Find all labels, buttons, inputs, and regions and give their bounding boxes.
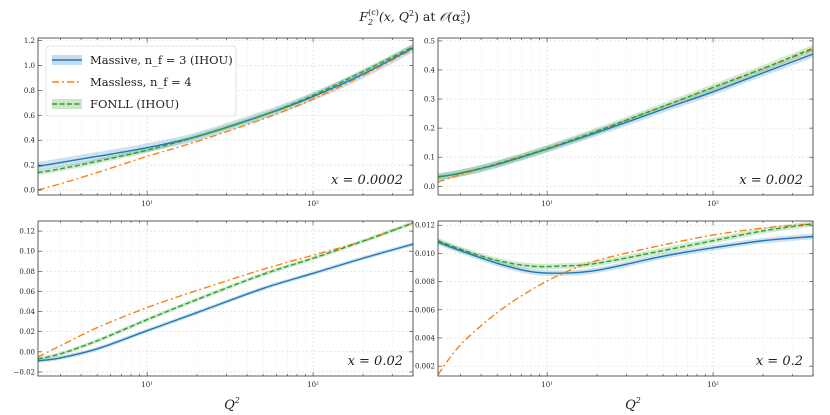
panel-top-right: 0.0 0.1 0.2 0.3 0.4 0.5 10¹ 10² x = 0.002 <box>424 37 814 208</box>
legend-item-massless: Massless, n_f = 4 <box>52 75 192 89</box>
plot-area <box>38 221 413 363</box>
y-tick-label: 0.004 <box>415 334 436 342</box>
plot-area <box>438 44 813 183</box>
x-axis-label-right: Q2 <box>625 396 641 413</box>
axes-frame <box>37 220 414 377</box>
y-tick-label: 0.02 <box>19 328 35 336</box>
x-tick-label: 10¹ <box>141 200 153 208</box>
y-tick-label: 0.12 <box>19 228 35 236</box>
panel-annotation: x = 0.0002 <box>331 173 403 188</box>
legend-frame <box>45 45 237 117</box>
uncertainty-band-massive <box>438 233 813 277</box>
legend-item-fonll: FONLL (IHOU) <box>52 97 179 111</box>
y-tick-label: 0.00 <box>19 348 35 356</box>
y-tick-label: 0.4 <box>24 137 36 145</box>
uncertainty-band-massive <box>438 50 813 181</box>
y-tick-label: 0.010 <box>415 250 435 258</box>
axes-frame <box>37 37 414 196</box>
panel-bottom-right: 0.002 0.004 0.006 0.008 0.010 0.012 10¹ 10² x = … <box>415 220 814 389</box>
y-tick-label: −0.02 <box>14 368 35 376</box>
series-line-massive <box>438 235 813 274</box>
uncertainty-band-fonll <box>438 221 813 270</box>
legend-label: FONLL (IHOU) <box>90 97 179 111</box>
x-tick-label: 10¹ <box>141 381 153 389</box>
series-line-massive <box>38 243 413 362</box>
panel-annotation: x = 0.2 <box>756 354 803 369</box>
panel-annotation: x = 0.002 <box>739 173 803 188</box>
y-tick-label: 0.008 <box>415 278 435 286</box>
legend: Massive, n_f = 3 (IHOU) Massless, n_f = 4… <box>45 45 237 117</box>
y-tick-label: 0.3 <box>424 96 435 104</box>
uncertainty-band-fonll <box>38 221 413 361</box>
series-line-massless <box>38 48 413 191</box>
y-tick-label: 0.2 <box>424 125 435 133</box>
uncertainty-band-fonll <box>438 44 813 181</box>
plot-area <box>438 221 813 376</box>
y-tick-label: 0.0 <box>24 187 35 195</box>
figure-title: F2(c)(x, Q2) at 𝒪(αs3) <box>358 8 470 27</box>
series-line-fonll <box>438 47 813 178</box>
x-axis-label-left: Q2 <box>224 396 240 413</box>
y-tick-label: 0.0 <box>424 183 435 191</box>
x-tick-label: 10² <box>707 381 719 389</box>
uncertainty-band-massive <box>38 43 413 171</box>
plot-area <box>38 43 413 191</box>
legend-item-massive: Massive, n_f = 3 (IHOU) <box>52 53 233 67</box>
y-tick-label: 0.08 <box>19 268 35 276</box>
y-tick-label: 0.1 <box>424 154 435 162</box>
axes-frame <box>437 37 814 196</box>
panel-annotation: x = 0.02 <box>348 354 403 369</box>
legend-label: Massive, n_f = 3 (IHOU) <box>90 53 233 67</box>
panel-bottom-left: −0.02 0.00 0.02 0.04 0.06 0.08 0.10 0.12 10¹ 10² x… <box>14 220 414 389</box>
x-tick-label: 10² <box>307 381 319 389</box>
x-tick-label: 10² <box>307 200 319 208</box>
series-line-massless <box>438 223 813 376</box>
y-tick-label: 0.2 <box>24 162 35 170</box>
y-tick-label: 1.2 <box>24 37 35 45</box>
axes-frame <box>437 220 814 377</box>
y-tick-label: 0.10 <box>19 248 35 256</box>
series-line-massless <box>38 222 413 358</box>
legend-label: Massless, n_f = 4 <box>90 75 192 89</box>
y-tick-label: 0.6 <box>24 112 36 120</box>
y-tick-label: 0.5 <box>424 37 435 45</box>
x-tick-label: 10¹ <box>541 381 553 389</box>
y-tick-label: 0.04 <box>19 308 35 316</box>
y-tick-label: 0.4 <box>424 66 436 74</box>
panel-top-left: 0.0 0.2 0.4 0.6 0.8 1.0 1.2 10¹ 10² x = 0.0002 <box>24 37 414 208</box>
y-tick-label: 0.012 <box>415 222 435 230</box>
y-tick-label: 0.006 <box>415 306 436 314</box>
x-tick-label: 10² <box>707 200 719 208</box>
series-line-fonll <box>438 223 813 268</box>
y-tick-label: 0.06 <box>19 288 35 296</box>
series-line-fonll <box>38 46 413 174</box>
y-tick-label: 0.002 <box>415 363 435 371</box>
y-tick-label: 0.8 <box>24 87 35 95</box>
y-tick-label: 1.0 <box>24 62 35 70</box>
series-line-fonll <box>38 222 413 360</box>
series-line-massive <box>38 47 413 168</box>
x-tick-label: 10¹ <box>541 200 553 208</box>
